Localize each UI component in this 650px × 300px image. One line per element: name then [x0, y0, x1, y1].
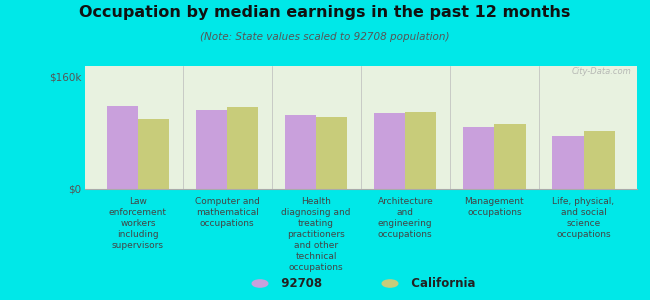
Bar [495, 124, 526, 189]
Bar [463, 127, 495, 189]
Bar [406, 112, 437, 189]
Bar [584, 131, 615, 189]
Text: 92708: 92708 [273, 277, 322, 290]
Text: Architecture
and
engineering
occupations: Architecture and engineering occupations [378, 196, 433, 239]
Bar [285, 115, 316, 189]
Bar [107, 106, 138, 189]
Text: Management
occupations: Management occupations [465, 196, 525, 217]
Bar [552, 136, 584, 189]
Bar [196, 110, 227, 189]
Text: Life, physical,
and social
science
occupations: Life, physical, and social science occup… [552, 196, 615, 239]
Text: California: California [403, 277, 476, 290]
Text: Occupation by median earnings in the past 12 months: Occupation by median earnings in the pas… [79, 4, 571, 20]
Text: City-Data.com: City-Data.com [572, 67, 632, 76]
Text: (Note: State values scaled to 92708 population): (Note: State values scaled to 92708 popu… [200, 32, 450, 41]
Bar [227, 107, 258, 189]
Text: Health
diagnosing and
treating
practitioners
and other
technical
occupations: Health diagnosing and treating practitio… [281, 196, 351, 272]
Text: Law
enforcement
workers
including
supervisors: Law enforcement workers including superv… [109, 196, 167, 250]
Text: Computer and
mathematical
occupations: Computer and mathematical occupations [194, 196, 259, 228]
Bar [316, 117, 347, 189]
Bar [138, 119, 169, 189]
Bar [374, 113, 406, 189]
